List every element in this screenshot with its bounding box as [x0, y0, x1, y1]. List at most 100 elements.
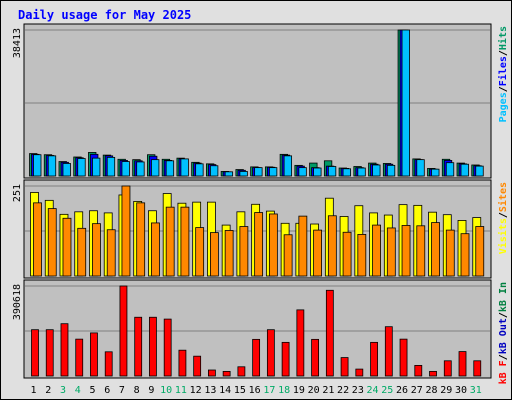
bar-middle-sites-day-20 — [313, 229, 322, 277]
bar-top-pages-day-5 — [92, 157, 101, 177]
bar-top-pages-day-13 — [210, 165, 219, 177]
legend-item-top-3: / — [498, 50, 509, 56]
bar-bottom-kb-f-day-9 — [149, 316, 157, 377]
bar-middle-sites-day-1 — [33, 202, 42, 277]
x-tick-label-day-17: 17 — [263, 385, 275, 396]
x-tick-label-day-24: 24 — [367, 385, 379, 396]
legend-item-bottom-4: kB In — [498, 282, 509, 312]
x-tick-label-day-4: 4 — [75, 385, 81, 396]
bar-middle-sites-day-24 — [372, 224, 381, 277]
bar-top-pages-day-29 — [445, 162, 455, 177]
x-tick-label-day-5: 5 — [89, 385, 95, 396]
bar-bottom-kb-f-day-16 — [252, 338, 261, 377]
bar-middle-sites-day-29 — [445, 229, 455, 277]
x-tick-label-day-10: 10 — [160, 385, 172, 396]
x-tick-label-day-15: 15 — [234, 385, 246, 396]
bar-bottom-kb-f-day-25 — [384, 326, 393, 377]
legend-item-bottom-3: / — [498, 312, 509, 318]
bar-middle-sites-day-12 — [195, 227, 205, 277]
bar-top-pages-day-12 — [195, 163, 204, 177]
legend-item-top-4: Hits — [497, 26, 509, 50]
bar-middle-sites-day-22 — [342, 231, 352, 277]
x-tick-label-day-13: 13 — [204, 385, 216, 396]
bar-top-pages-day-3 — [62, 163, 71, 177]
bar-middle-sites-day-27 — [416, 225, 426, 277]
bar-top-pages-day-30 — [460, 163, 469, 177]
x-tick-label-day-12: 12 — [190, 385, 202, 396]
legend-item-top-2: Files — [497, 56, 509, 86]
bar-bottom-kb-f-day-29 — [443, 360, 452, 377]
bar-bottom-kb-f-day-8 — [134, 316, 143, 377]
bar-middle-sites-day-25 — [386, 227, 396, 277]
x-tick-label-day-19: 19 — [293, 385, 305, 396]
bar-bottom-kb-f-day-20 — [311, 338, 319, 377]
bar-bottom-kb-f-day-5 — [90, 332, 98, 377]
legend-item-middle-2: Sites — [497, 182, 509, 212]
legend-item-bottom-0: kB F — [498, 360, 509, 384]
bar-top-pages-day-14 — [224, 171, 234, 177]
bar-middle-sites-day-3 — [62, 217, 72, 277]
legend-item-bottom-2: kB Out — [498, 318, 509, 354]
legend-bottom: kB F/kB Out/kB In — [498, 282, 509, 384]
bar-top-pages-day-26 — [401, 29, 410, 177]
legend-middle: Visits/Sites — [497, 182, 509, 254]
bar-bottom-kb-f-day-7 — [119, 285, 128, 377]
x-tick-label-day-8: 8 — [134, 385, 140, 396]
bar-bottom-kb-f-day-18 — [281, 341, 290, 377]
x-tick-label-day-20: 20 — [308, 385, 320, 396]
x-tick-label-day-28: 28 — [426, 385, 438, 396]
bar-middle-sites-day-18 — [283, 234, 293, 277]
bar-top-pages-day-8 — [136, 161, 145, 177]
bar-bottom-kb-f-day-1 — [31, 329, 39, 377]
bar-top-pages-day-23 — [357, 167, 366, 177]
bar-middle-sites-day-4 — [77, 227, 87, 277]
bar-bottom-kb-f-day-3 — [60, 323, 69, 377]
bar-middle-sites-day-9 — [151, 222, 160, 277]
bar-top-pages-day-9 — [151, 159, 160, 177]
bar-bottom-kb-f-day-17 — [266, 329, 275, 377]
bar-middle-sites-day-31 — [475, 226, 485, 277]
bar-bottom-kb-f-day-10 — [163, 318, 172, 377]
bar-top-pages-day-15 — [239, 171, 248, 177]
bar-middle-sites-day-16 — [254, 212, 264, 277]
bar-middle-sites-day-30 — [460, 233, 470, 277]
x-tick-label-day-30: 30 — [455, 385, 467, 396]
bar-middle-sites-day-8 — [136, 202, 146, 277]
bar-bottom-kb-f-day-13 — [208, 369, 216, 377]
bar-top-pages-day-25 — [386, 164, 396, 177]
bar-middle-sites-day-7 — [121, 185, 131, 277]
x-tick-label-day-27: 27 — [411, 385, 423, 396]
bar-bottom-kb-f-day-23 — [355, 368, 364, 377]
bar-top-pages-day-16 — [254, 167, 263, 177]
bar-bottom-kb-f-day-21 — [325, 289, 334, 377]
x-tick-label-day-2: 2 — [45, 385, 51, 396]
bar-bottom-kb-f-day-14 — [222, 370, 231, 377]
x-tick-label-day-16: 16 — [249, 385, 261, 396]
bar-bottom-kb-f-day-15 — [237, 366, 246, 377]
x-tick-label-day-23: 23 — [352, 385, 364, 396]
bar-middle-sites-day-11 — [180, 206, 190, 277]
y-max-label-middle: 251 — [12, 184, 23, 202]
bar-top-pages-day-27 — [416, 159, 425, 177]
bar-middle-sites-day-17 — [268, 213, 278, 277]
bar-top-pages-day-22 — [342, 168, 351, 177]
legend-item-bottom-1: / — [498, 354, 509, 360]
bar-bottom-kb-f-day-2 — [45, 329, 54, 377]
bar-middle-sites-day-28 — [431, 222, 440, 277]
bar-middle-sites-day-14 — [224, 230, 234, 277]
bar-top-pages-day-4 — [77, 158, 86, 177]
x-tick-label-day-21: 21 — [322, 385, 334, 396]
x-tick-label-day-22: 22 — [337, 385, 349, 396]
bar-top-pages-day-28 — [431, 168, 440, 177]
bar-bottom-kb-f-day-30 — [458, 351, 467, 377]
x-tick-label-day-3: 3 — [60, 385, 66, 396]
legend-item-top-1: / — [498, 86, 509, 92]
x-tick-label-day-6: 6 — [104, 385, 110, 396]
legend-item-top-0: Pages — [498, 92, 509, 122]
bar-middle-sites-day-23 — [357, 234, 367, 277]
